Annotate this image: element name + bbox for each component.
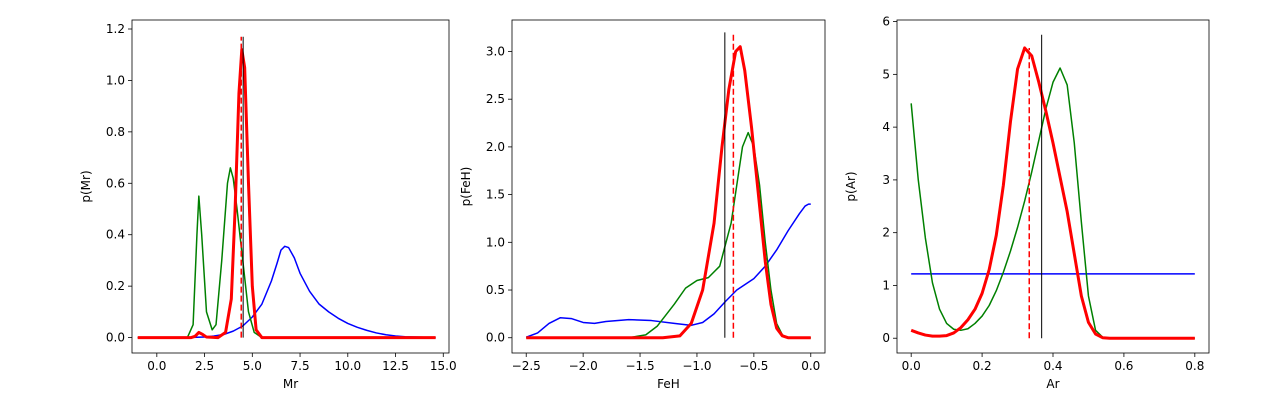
x-axis-label: FeH (657, 377, 680, 391)
series-line-1 (137, 167, 436, 339)
x-tick-label: 15.0 (430, 359, 457, 373)
panel-ar: 0.0 0.2 0.4 0.6 0.8 0 1 2 3 4 5 6 Ar p(Ar) (844, 15, 1210, 391)
y-tick-label: 3 (882, 173, 890, 187)
plot-data-mr (137, 36, 436, 340)
series-line-0 (137, 245, 436, 339)
y-tick-label: 0.2 (106, 279, 125, 293)
y-tick-label: 5 (882, 67, 890, 81)
x-tick-label: 0.8 (1185, 359, 1204, 373)
y-tick-label: 0.4 (106, 228, 125, 242)
x-tick-label: −0.5 (739, 359, 768, 373)
x-tick-label: 12.5 (382, 359, 409, 373)
y-tick-label: 0.8 (106, 125, 125, 139)
y-tick-label: 6 (882, 15, 890, 29)
x-tick-label: −1.0 (682, 359, 711, 373)
y-tick-label: 0.0 (486, 331, 505, 345)
y-tick-label: 1.0 (486, 235, 505, 249)
plot-data-feh (525, 32, 811, 340)
y-tick-label: 2 (882, 226, 890, 240)
y-tick-label: 0.0 (106, 331, 125, 345)
y-axis-label: p(Ar) (844, 171, 858, 201)
y-tick-label: 4 (882, 120, 890, 134)
x-tick-label: 10.0 (334, 359, 361, 373)
y-tick-label: 1.0 (106, 73, 125, 87)
series-line-2 (137, 48, 436, 340)
x-tick-label: 0.0 (801, 359, 820, 373)
y-tick-label: 0.5 (486, 283, 505, 297)
x-tick-label: 5.0 (243, 359, 262, 373)
x-tick-label: −1.5 (625, 359, 654, 373)
axes-frame (131, 19, 450, 354)
x-tick-label: −2.5 (512, 359, 541, 373)
x-tick-label: −2.0 (569, 359, 598, 373)
plot-data-ar (910, 34, 1195, 340)
y-tick-label: 2.5 (486, 92, 505, 106)
y-tick-label: 1.5 (486, 188, 505, 202)
y-tick-label: 0 (882, 331, 890, 345)
axes-frame (511, 19, 826, 354)
x-tick-label: 0.0 (902, 359, 921, 373)
series-line-1 (526, 131, 811, 339)
x-axis-label: Mr (283, 377, 298, 391)
series-line-1 (910, 67, 1195, 339)
y-axis-label: p(Mr) (79, 170, 93, 202)
y-axis-label: p(FeH) (459, 167, 473, 207)
series-line-2 (526, 45, 811, 340)
x-axis-label: Ar (1046, 377, 1059, 391)
series-line-0 (525, 203, 811, 338)
x-tick-label: 2.5 (195, 359, 214, 373)
panel-feh: −2.5 −2.0 −1.5 −1.0 −0.5 0.0 0.0 0.5 1.0 1.5 2.0 2.… (459, 19, 826, 391)
x-tick-label: 7.5 (291, 359, 310, 373)
y-tick-label: 1.2 (106, 22, 125, 36)
y-tick-label: 2.0 (486, 140, 505, 154)
y-tick-label: 1 (882, 278, 890, 292)
x-tick-label: 0.0 (147, 359, 166, 373)
x-tick-label: 0.4 (1043, 359, 1062, 373)
y-tick-label: 0.6 (106, 176, 125, 190)
x-tick-label: 0.6 (1114, 359, 1133, 373)
x-tick-label: 0.2 (973, 359, 992, 373)
y-tick-label: 3.0 (486, 44, 505, 58)
series-line-2 (910, 46, 1195, 340)
panel-mr: 0.0 2.5 5.0 7.5 10.0 12.5 15.0 0.0 0.2 0.4 0.6 0.8 1… (79, 19, 457, 391)
